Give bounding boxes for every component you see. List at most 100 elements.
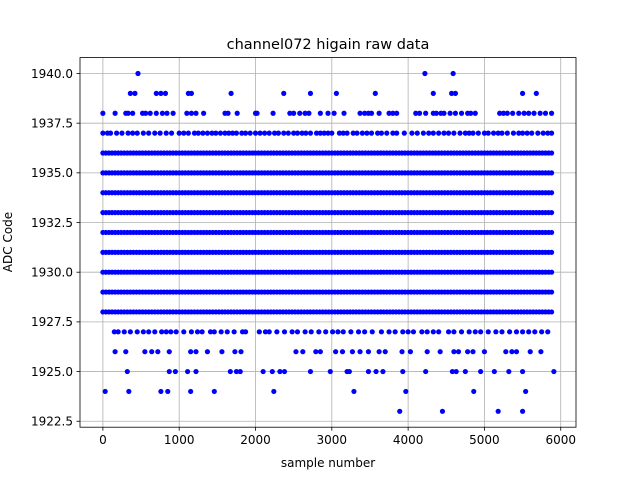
data-point	[380, 368, 386, 375]
data-point	[307, 90, 314, 96]
data-point	[102, 388, 108, 395]
data-point	[470, 130, 476, 136]
data-point	[430, 90, 436, 96]
x-tick-label: 1000	[164, 433, 195, 447]
data-point	[336, 130, 343, 136]
data-point	[372, 90, 378, 96]
data-point	[152, 130, 158, 136]
data-point	[445, 130, 452, 136]
data-point	[153, 90, 159, 96]
data-point	[112, 349, 118, 355]
data-point	[297, 110, 303, 116]
data-point	[294, 329, 301, 335]
data-point	[368, 130, 375, 136]
data-point	[339, 349, 346, 355]
data-point	[548, 150, 555, 156]
data-point	[519, 408, 526, 414]
data-point	[548, 289, 555, 295]
data-point	[316, 329, 322, 335]
y-tick-label: 1930.0	[31, 266, 73, 280]
data-point	[449, 368, 455, 375]
data-point	[390, 130, 396, 136]
data-point	[294, 130, 301, 136]
data-point	[344, 130, 350, 136]
data-point	[430, 130, 436, 136]
data-point	[262, 329, 269, 335]
data-point	[499, 130, 505, 136]
data-point	[307, 368, 314, 375]
data-point	[526, 110, 532, 116]
x-tick-label: 5000	[469, 433, 500, 447]
data-point	[321, 130, 327, 136]
data-point	[466, 130, 472, 136]
data-point	[281, 90, 287, 96]
data-point	[168, 130, 175, 136]
data-point	[155, 349, 161, 355]
data-point	[193, 110, 199, 116]
data-point	[281, 329, 288, 335]
data-point	[495, 130, 501, 136]
data-point	[507, 329, 513, 335]
data-point	[157, 130, 163, 136]
data-point	[134, 329, 140, 335]
data-point	[303, 130, 309, 136]
data-point	[509, 349, 515, 355]
data-point	[527, 349, 533, 355]
data-point	[357, 349, 363, 355]
data-point	[176, 130, 182, 136]
y-tick-label: 1937.5	[31, 116, 73, 130]
data-point	[242, 329, 249, 335]
data-point	[458, 329, 465, 335]
data-point	[125, 110, 131, 116]
data-point	[239, 130, 245, 136]
data-point	[548, 229, 555, 236]
data-point	[188, 329, 195, 335]
data-point	[200, 130, 206, 136]
data-point	[225, 110, 231, 116]
data-point	[302, 329, 308, 335]
data-point	[333, 90, 339, 96]
data-point	[329, 130, 335, 136]
data-point	[237, 368, 243, 375]
data-point	[341, 110, 347, 116]
y-tick-label: 1927.5	[31, 315, 73, 329]
data-point	[416, 110, 423, 116]
data-point	[513, 329, 520, 335]
data-point	[252, 130, 259, 136]
data-point	[184, 110, 190, 116]
data-point	[451, 349, 457, 355]
data-point	[478, 368, 484, 375]
data-point	[537, 110, 543, 116]
data-point	[376, 110, 382, 116]
data-point	[219, 349, 225, 355]
data-point	[329, 329, 336, 335]
data-point	[490, 130, 497, 136]
data-point	[195, 130, 201, 136]
data-point	[193, 368, 199, 375]
data-point	[410, 329, 417, 335]
data-point	[348, 329, 354, 335]
data-point	[551, 368, 557, 375]
x-tick-label: 3000	[317, 433, 348, 447]
data-point	[340, 329, 346, 335]
data-point	[470, 349, 476, 355]
data-point	[291, 110, 297, 116]
data-point	[274, 329, 280, 335]
y-axis-title: ADC Code	[1, 212, 15, 272]
data-point	[207, 329, 214, 335]
data-point	[376, 349, 382, 355]
data-point	[413, 110, 419, 116]
data-point	[351, 388, 357, 395]
data-point	[357, 110, 363, 116]
data-point	[452, 110, 459, 116]
data-point	[285, 130, 291, 136]
data-point	[373, 368, 379, 375]
data-point	[226, 130, 232, 136]
y-tick-label: 1935.0	[31, 166, 73, 180]
data-point	[409, 130, 415, 136]
data-point	[455, 349, 462, 355]
data-point	[168, 329, 174, 335]
data-point	[199, 329, 205, 335]
data-point	[307, 130, 314, 136]
data-point	[524, 130, 530, 136]
